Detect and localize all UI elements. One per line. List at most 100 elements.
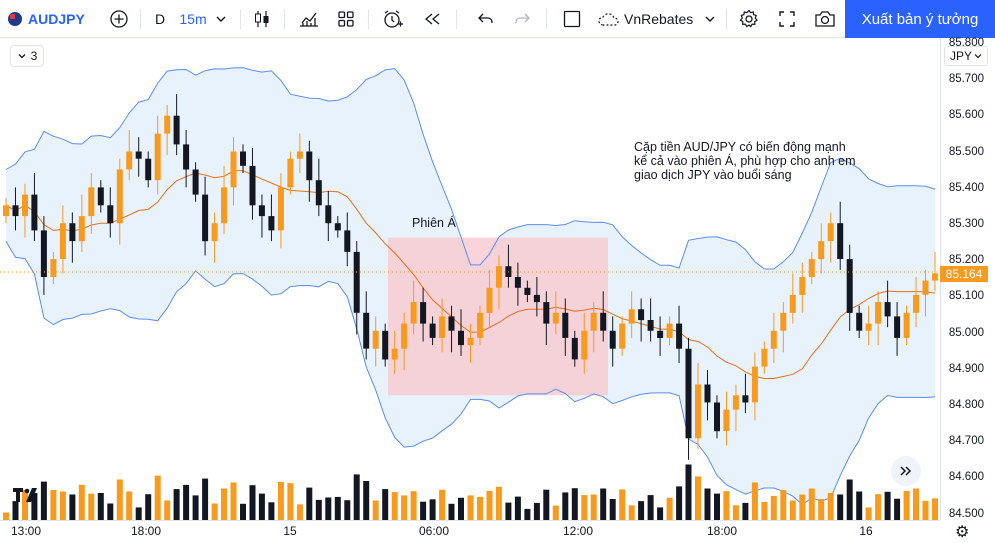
candle-body (657, 330, 664, 338)
interval-dropdown[interactable] (212, 0, 230, 38)
volume-bar (543, 489, 550, 520)
grid-icon (338, 11, 354, 27)
plus-circle-icon (110, 10, 128, 28)
volume-bar (135, 507, 142, 520)
volume-bar (780, 490, 787, 520)
price-tick-label: 85.400 (948, 181, 984, 194)
settings-button[interactable] (736, 0, 762, 38)
candle-body (97, 187, 104, 206)
candle-body (922, 280, 929, 295)
volume-bar (827, 493, 834, 520)
volume-bar (600, 488, 607, 520)
candle-body (334, 223, 341, 231)
indicators-button[interactable] (296, 0, 322, 38)
top-toolbar: AUDJPY D 15m VnRebates (0, 0, 995, 38)
volume-bar (202, 478, 209, 520)
volume-bar (97, 493, 104, 520)
candle-body (315, 180, 322, 206)
candle-body (552, 312, 559, 324)
candle-body (609, 330, 616, 349)
layout-dropdown[interactable] (702, 0, 718, 38)
chart-type-button[interactable] (250, 0, 274, 38)
scroll-to-realtime-button[interactable] (891, 456, 921, 486)
layout-name[interactable]: VnRebates (624, 11, 694, 27)
price-tick-label: 84.500 (948, 507, 984, 520)
symbol-search[interactable]: AUDJPY (28, 11, 85, 27)
candle-body (676, 323, 683, 349)
candle-body (714, 402, 720, 432)
fullscreen-button[interactable] (774, 0, 800, 38)
candle-body (695, 384, 701, 439)
volume-bar (751, 482, 758, 520)
volume-bar (628, 505, 635, 520)
candle-body (50, 259, 57, 277)
cloud-save-button[interactable] (596, 0, 622, 38)
candle-body (685, 348, 692, 439)
price-tick-label: 85.700 (948, 73, 984, 86)
volume-bar (913, 488, 919, 520)
volume-bar (78, 484, 85, 520)
gear-icon[interactable]: ⚙ (955, 524, 970, 541)
candle-body (382, 330, 389, 360)
volume-bar (704, 488, 711, 520)
interval-selected[interactable]: 15m (179, 11, 207, 27)
publish-idea-button[interactable]: Xuất bản ý tưởng (845, 0, 995, 38)
currency-selector[interactable]: JPY (944, 46, 988, 66)
compare-symbol-button[interactable] (108, 0, 130, 38)
candle-body (884, 302, 891, 317)
candle-body (22, 194, 28, 217)
candle-body (581, 330, 588, 360)
alert-button[interactable] (380, 0, 406, 38)
volume-bar (448, 503, 455, 520)
candle-body (875, 302, 882, 324)
candle-body (429, 323, 436, 338)
candle-body (372, 330, 379, 349)
candle-body (514, 277, 521, 288)
candle-body (410, 302, 417, 324)
rewind-icon (424, 13, 440, 25)
collapse-indicators-button[interactable]: 3 (10, 45, 44, 67)
volume-bar (164, 500, 171, 520)
tradingview-logo-icon[interactable] (12, 486, 40, 504)
candle-body (78, 216, 85, 242)
candle-body (846, 259, 853, 313)
candle-body (164, 115, 171, 134)
volume-bar (59, 491, 66, 520)
volume-bar (88, 493, 95, 520)
candle-body (543, 302, 550, 324)
snapshot-button[interactable] (812, 0, 838, 38)
time-tick-label: 13:00 (10, 524, 42, 538)
candle-body (818, 241, 825, 260)
price-chart[interactable] (0, 38, 940, 520)
candle-body (780, 312, 787, 331)
redo-button[interactable] (510, 0, 534, 38)
volume-bar (676, 486, 683, 520)
chart-annotation-note[interactable]: Cặp tiền AUD/JPY có biến động mạnh kể cả… (634, 140, 914, 182)
volume-bar (609, 499, 616, 520)
volume-bar (837, 494, 844, 520)
replay-button[interactable] (420, 0, 444, 38)
price-tick-label: 85.100 (948, 290, 984, 303)
candle-body (31, 194, 38, 231)
candle-body (761, 348, 768, 367)
volume-bar (619, 489, 626, 520)
candle-body (486, 287, 493, 313)
candle-body (344, 230, 351, 252)
layout-button[interactable] (334, 0, 358, 38)
undo-button[interactable] (474, 0, 498, 38)
volume-bar (249, 485, 256, 520)
volume-bar (695, 476, 701, 520)
rectangle-tool-button[interactable] (560, 0, 584, 38)
candle-body (638, 309, 645, 321)
candle-body (192, 169, 199, 195)
volume-bar (107, 503, 114, 520)
candle-body (230, 151, 237, 188)
volume-bar (382, 489, 389, 520)
time-axis[interactable]: 13:00 18:00 15 06:00 12:00 18:00 16 (0, 520, 940, 543)
undo-icon (478, 13, 493, 23)
interval-favorite-d[interactable]: D (154, 11, 166, 27)
session-label[interactable]: Phiên Á (412, 216, 456, 230)
candle-body (116, 169, 123, 224)
toolbar-divider (284, 9, 285, 29)
volume-bar (268, 502, 275, 520)
